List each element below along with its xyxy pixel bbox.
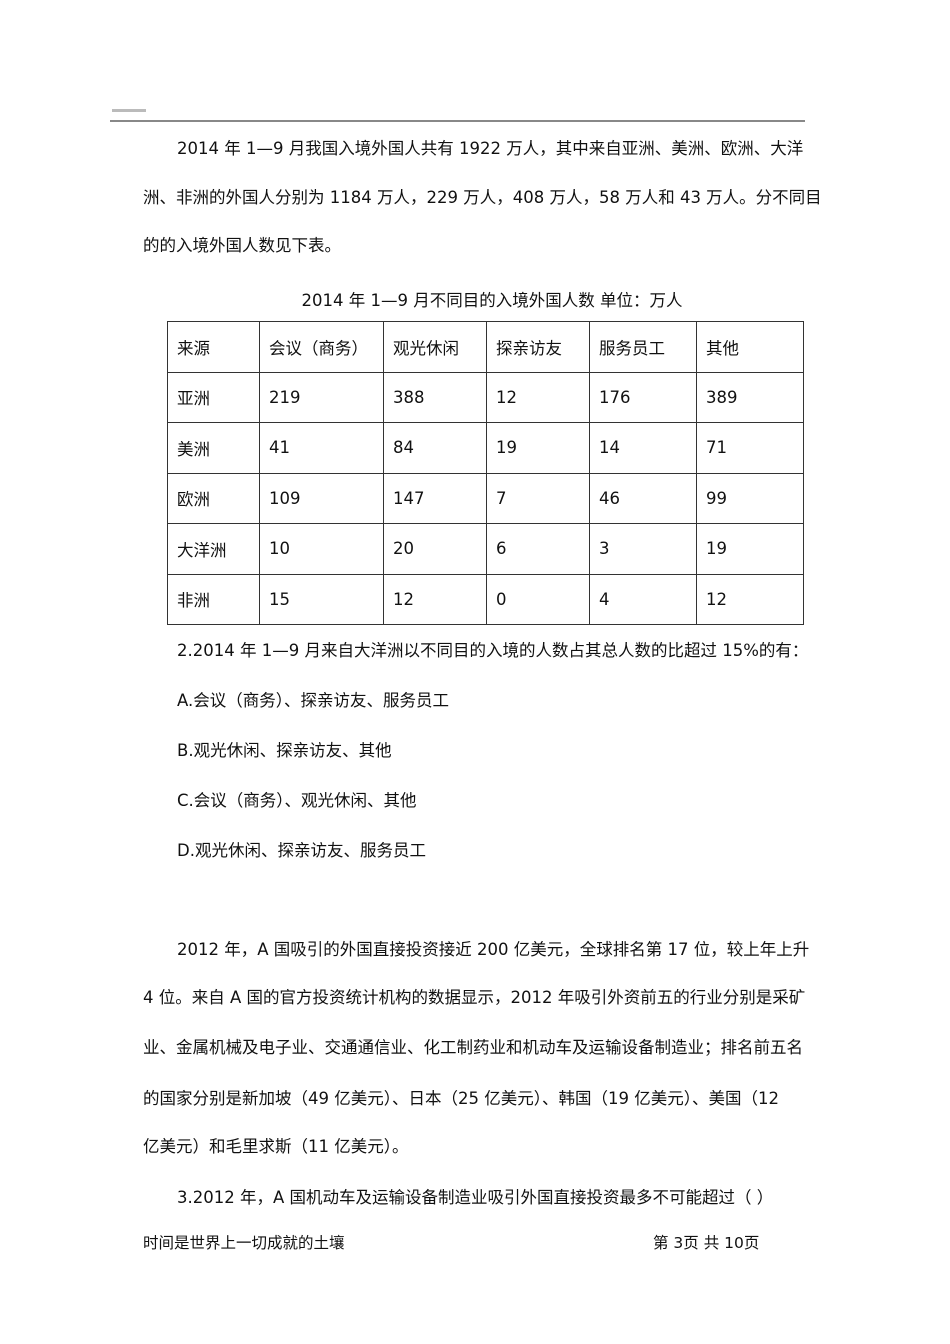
option-b: B.观光休闲、探亲访友、其他 (177, 741, 392, 760)
header-text (112, 109, 146, 112)
paragraph-2-line: 亿美元）和毛里求斯（11 亿美元）。 (143, 1137, 409, 1156)
table-cell: 388 (383, 371, 487, 423)
paragraph-2-line: 业、金属机械及电子业、交通通信业、化工制药业和机动车及运输设备制造业；排名前五名 (143, 1038, 803, 1057)
header-rule (110, 120, 805, 122)
paragraph-1-line: 的的入境外国人数见下表。 (143, 236, 341, 255)
page-number: 第 3页 共 10页 (653, 1234, 760, 1252)
table-cell: 亚洲 (167, 371, 260, 423)
table-cell: 20 (383, 523, 487, 575)
table-cell: 0 (486, 573, 590, 625)
paragraph-2-line: 2012 年，A 国吸引的外国直接投资接近 200 亿美元，全球排名第 17 位… (177, 940, 810, 959)
table-row: 非洲 15 12 0 4 12 (167, 573, 804, 625)
table-cell: 美洲 (167, 422, 260, 474)
table-cell: 176 (589, 371, 697, 423)
question-3: 3.2012 年，A 国机动车及运输设备制造业吸引外国直接投资最多不可能超过（ … (177, 1188, 774, 1207)
table-cell: 欧洲 (167, 472, 260, 524)
table-cell: 389 (696, 371, 804, 423)
question-2: 2.2014 年 1—9 月来自大洋洲以不同目的入境的人数占其总人数的比超过 1… (177, 641, 809, 660)
table-cell: 71 (696, 422, 804, 474)
table-row: 亚洲 219 388 12 176 389 (167, 371, 804, 423)
header-cell: 探亲访友 (486, 321, 590, 373)
table-caption: 2014 年 1—9 月不同目的入境外国人数 单位：万人 (301, 291, 683, 310)
table-cell: 19 (696, 523, 804, 575)
paragraph-1-line: 洲、非洲的外国人分别为 1184 万人，229 万人，408 万人，58 万人和… (143, 188, 822, 207)
footer-motto: 时间是世界上一切成就的土壤 (143, 1234, 345, 1252)
data-table: 来源 会议（商务） 观光休闲 探亲访友 服务员工 其他 亚洲 219 388 12 17… (167, 321, 804, 625)
option-c: C.会议（商务）、观光休闲、其他 (177, 791, 417, 810)
table-cell: 41 (259, 422, 384, 474)
table-cell: 10 (259, 523, 384, 575)
table-row: 大洋洲 10 20 6 3 19 (167, 523, 804, 575)
header-cell: 观光休闲 (383, 321, 487, 373)
table-cell: 15 (259, 573, 384, 625)
table-header-row: 来源 会议（商务） 观光休闲 探亲访友 服务员工 其他 (167, 321, 804, 373)
table-cell: 7 (486, 472, 590, 524)
table-cell: 6 (486, 523, 590, 575)
table-cell: 非洲 (167, 573, 260, 625)
table-cell: 46 (589, 472, 697, 524)
paragraph-2-line: 的国家分别是新加坡（49 亿美元）、日本（25 亿美元）、韩国（19 亿美元）、… (143, 1089, 779, 1108)
paragraph-2-line: 4 位。来自 A 国的官方投资统计机构的数据显示，2012 年吸引外资前五的行业… (143, 988, 806, 1007)
table-cell: 4 (589, 573, 697, 625)
table-cell: 12 (383, 573, 487, 625)
table-cell: 219 (259, 371, 384, 423)
option-d: D.观光休闲、探亲访友、服务员工 (177, 841, 426, 860)
header-cell: 服务员工 (589, 321, 697, 373)
header-cell: 会议（商务） (259, 321, 384, 373)
table-cell: 大洋洲 (167, 523, 260, 575)
paragraph-1-line: 2014 年 1—9 月我国入境外国人共有 1922 万人，其中来自亚洲、美洲、… (177, 139, 804, 158)
table-cell: 109 (259, 472, 384, 524)
table-cell: 19 (486, 422, 590, 474)
table-cell: 99 (696, 472, 804, 524)
table-cell: 3 (589, 523, 697, 575)
table-cell: 12 (486, 371, 590, 423)
table-row: 欧洲 109 147 7 46 99 (167, 472, 804, 524)
header-cell: 来源 (167, 321, 260, 373)
header-cell: 其他 (696, 321, 804, 373)
table-cell: 84 (383, 422, 487, 474)
option-a: A.会议（商务）、探亲访友、服务员工 (177, 691, 449, 710)
table-cell: 147 (383, 472, 487, 524)
table-cell: 14 (589, 422, 697, 474)
table-row: 美洲 41 84 19 14 71 (167, 422, 804, 474)
table-cell: 12 (696, 573, 804, 625)
